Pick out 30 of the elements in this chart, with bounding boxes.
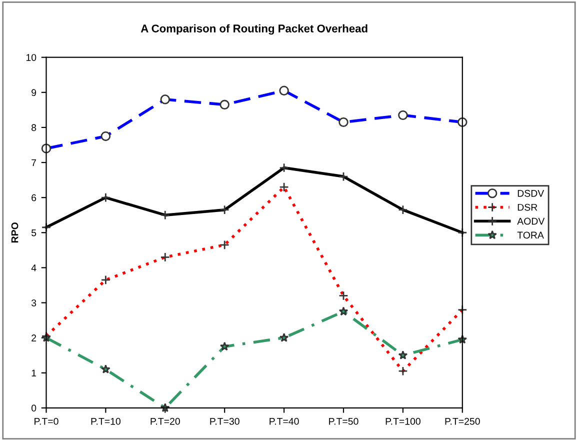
x-tick-label: P.T=30 xyxy=(210,418,240,425)
chart-title: A Comparison of Routing Packet Overhead xyxy=(140,24,368,35)
x-tick-label: P.T=100 xyxy=(386,418,420,425)
y-tick-label: 0 xyxy=(31,404,36,412)
y-tick-label: 3 xyxy=(31,299,36,306)
legend-label: AODV xyxy=(517,218,545,225)
y-tick-label: 1 xyxy=(32,370,36,376)
x-tick-label: P.T=40 xyxy=(270,418,299,425)
x-tick-label: P.T=0 xyxy=(34,418,58,425)
y-tick-label: 4 xyxy=(31,264,36,272)
point xyxy=(338,306,348,316)
x-tick-label: P.T=10 xyxy=(91,418,120,425)
point xyxy=(279,332,289,342)
legend-label: TORA xyxy=(517,232,544,239)
point xyxy=(101,364,110,374)
x-tick-label: P.T=250 xyxy=(445,418,480,425)
legend-label: DSDV xyxy=(518,190,544,197)
y-tick-label: 10 xyxy=(26,54,36,61)
point xyxy=(398,350,408,360)
y-axis-title: RPO xyxy=(11,222,18,243)
y-tick-label: 6 xyxy=(32,194,36,202)
y-tick-label: 9 xyxy=(32,89,36,96)
y-tick-label: 5 xyxy=(32,229,36,236)
y-tick-label: 8 xyxy=(32,124,36,132)
legend-label: DSR xyxy=(518,204,538,211)
x-tick-label: P.T=50 xyxy=(329,418,358,425)
y-tick-label: 2 xyxy=(32,334,36,342)
x-tick-label: P.T=20 xyxy=(150,418,180,425)
y-tick-label: 7 xyxy=(32,159,36,166)
point xyxy=(220,342,230,351)
